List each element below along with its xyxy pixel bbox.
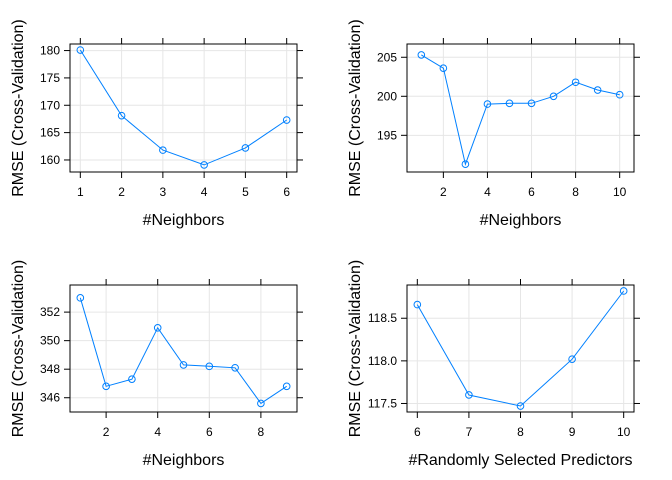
panel4-xlabel: #Randomly Selected Predictors [408,452,632,469]
panel2-xtick-label-2: 6 [528,185,535,199]
panel2-xtick-label-0: 2 [440,185,447,199]
panel2-frame [406,43,635,173]
panel2-point-9 [615,90,624,99]
panel4-point-2 [516,402,525,410]
panel4-ytick-label-0: 117.5 [368,396,397,410]
panel2: 2 4 6 8 10 195 200 205 #Neighbors RMSE (Cross-Val… [347,19,640,229]
panel4-ytick-label-1: 118.0 [368,354,397,368]
panel2-point-8 [593,86,602,94]
panel1-point-1 [117,111,126,120]
panel2-point-0 [417,51,426,59]
panel2-point-6 [549,92,558,101]
panel1-xtick-label-5: 6 [283,185,290,199]
panel1-series-line [79,49,287,166]
panel1-xtick-label-2: 3 [160,185,167,199]
panel1-point-0 [76,46,85,54]
panel1-ytick-label-3: 175 [40,71,60,85]
panel3-ylabel: RMSE (Cross-Validation) [10,260,27,438]
panel3: 2 4 6 8 346 348 350 352 #Neighbors RMSE (Cross-Va… [10,260,303,469]
panel1-point-4 [241,144,250,152]
panel4-xtick-label-4: 10 [617,425,631,439]
panel4-point-1 [465,391,473,399]
panel4-series-line [416,290,625,407]
panel2-point-5 [527,99,536,108]
panel1-point-5 [282,116,291,124]
panel2-ytick-label-1: 200 [377,89,397,103]
panel2-ytick-label-2: 205 [377,50,397,64]
panel2-xtick-label-4: 10 [613,185,627,199]
panel3-point-2 [128,375,136,383]
panel3-point-4 [179,361,188,369]
panel4-point-4 [619,287,628,295]
panel1-xtick-label-3: 4 [201,185,208,199]
panel4-xtick-label-2: 8 [517,425,524,439]
panel2-xtick-label-3: 8 [572,185,579,199]
panel3-xlabel: #Neighbors [143,452,225,469]
panel1-frame [69,43,298,173]
panel4: 6 7 8 9 10 117.5 118.0 118.5 #Randomly Selected … [347,260,640,469]
panel3-point-0 [76,294,85,302]
panel3-point-3 [153,324,162,332]
panel4-xtick-label-0: 6 [414,425,421,439]
panel1-ytick-label-2: 170 [40,98,60,112]
panel3-xtick-label-3: 8 [258,425,265,439]
panel1: 1 2 3 4 5 6 160 165 170 175 180 #Neighbors RMSE (Cro… [10,19,303,229]
panel2-point-7 [571,78,580,87]
panel3-series-line [79,297,287,405]
panel2-point-2 [461,160,470,168]
panel2-xlabel: #Neighbors [480,212,562,229]
panel2-ytick-label-0: 195 [377,128,397,142]
panel2-point-3 [483,100,492,108]
panel1-xtick-label-4: 5 [242,185,249,199]
panel3-frame [69,284,298,413]
panel1-ytick-label-0: 160 [40,153,60,167]
panel3-xtick-label-2: 6 [206,425,213,439]
panel4-ylabel: RMSE (Cross-Validation) [347,260,364,438]
panel2-point-4 [505,99,514,108]
panel3-point-6 [231,363,239,372]
panel1-point-3 [200,161,208,169]
panel2-point-1 [439,64,448,72]
panel2-xtick-label-1: 4 [484,185,491,199]
panel3-xtick-label-0: 2 [103,425,110,439]
panel2-series-line [421,54,620,166]
panel3-ytick-label-0: 346 [40,391,60,405]
panel3-point-1 [102,382,110,391]
panel3-point-8 [282,382,291,391]
panel3-ytick-label-3: 352 [40,305,60,319]
panel4-point-0 [413,300,422,309]
panel1-xtick-label-1: 2 [118,185,125,199]
panel4-xtick-label-1: 7 [466,425,473,439]
panel1-ytick-label-4: 180 [40,44,60,58]
panel3-point-7 [257,399,265,408]
panel1-point-2 [159,146,167,154]
panel4-xtick-label-3: 9 [569,425,576,439]
panel2-ylabel: RMSE (Cross-Validation) [347,19,364,197]
panel1-ylabel: RMSE (Cross-Validation) [10,19,27,197]
panel1-xtick-label-0: 1 [77,185,84,199]
panel4-point-3 [568,355,576,363]
panel1-ytick-label-1: 165 [40,126,60,140]
panel1-xlabel: #Neighbors [143,212,225,229]
panel3-ytick-label-1: 348 [40,362,60,376]
panel3-ytick-label-2: 350 [40,334,60,348]
panel3-xtick-label-1: 4 [154,425,161,439]
panel3-point-5 [205,362,214,371]
panel4-ytick-label-2: 118.5 [368,311,397,325]
